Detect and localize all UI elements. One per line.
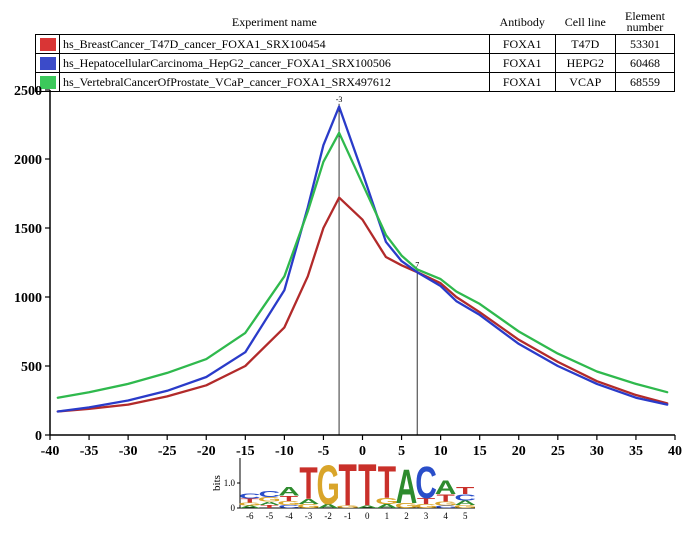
svg-text:T: T	[358, 453, 377, 518]
svg-text:20: 20	[512, 444, 526, 459]
svg-text:C: C	[259, 489, 281, 499]
header-ab: Antibody	[489, 10, 555, 35]
svg-text:-35: -35	[80, 444, 99, 459]
sequence-logo: 01.0bits-6AGTC-5TAGC-4CGTA-3GAT-2AG-1GT0…	[210, 453, 480, 523]
cell-num: 60468	[615, 54, 674, 73]
svg-text:T: T	[299, 459, 317, 510]
svg-text:40: 40	[668, 444, 682, 459]
svg-text:T: T	[339, 453, 358, 518]
svg-text:1.0: 1.0	[224, 478, 236, 488]
svg-text:T: T	[378, 458, 396, 509]
svg-text:A: A	[278, 484, 300, 498]
cell-exp: hs_BreastCancer_T47D_cancer_FOXA1_SRX100…	[60, 35, 490, 54]
svg-text:-25: -25	[158, 444, 177, 459]
cell-num: 53301	[615, 35, 674, 54]
cell-cl: T47D	[555, 35, 615, 54]
svg-text:-3: -3	[305, 511, 313, 521]
header-cl: Cell line	[555, 10, 615, 35]
svg-text:30: 30	[590, 444, 604, 459]
svg-text:-40: -40	[41, 444, 60, 459]
svg-text:0: 0	[231, 503, 236, 513]
svg-text:bits: bits	[211, 475, 223, 491]
cell-exp: hs_HepatocellularCarcinoma_HepG2_cancer_…	[60, 54, 490, 73]
swatch-icon	[40, 57, 56, 70]
line-chart: -40-35-30-25-20-15-10-505101520253035400…	[10, 85, 685, 465]
svg-text:-6: -6	[246, 511, 254, 521]
svg-text:35: 35	[629, 444, 643, 459]
svg-text:1500: 1500	[14, 222, 42, 237]
svg-text:5: 5	[463, 511, 468, 521]
experiment-table: Experiment name Antibody Cell line Eleme…	[35, 10, 675, 92]
svg-text:A: A	[435, 478, 457, 499]
svg-text:-30: -30	[119, 444, 138, 459]
cell-ab: FOXA1	[489, 35, 555, 54]
svg-text:-5: -5	[266, 511, 274, 521]
table-row: hs_BreastCancer_T47D_cancer_FOXA1_SRX100…	[36, 35, 675, 54]
svg-text:-3: -3	[336, 95, 343, 104]
svg-text:0: 0	[35, 429, 42, 444]
swatch-icon	[40, 38, 56, 51]
svg-text:500: 500	[21, 360, 42, 375]
cell-ab: FOXA1	[489, 54, 555, 73]
svg-text:4: 4	[443, 511, 448, 521]
table-row: hs_HepatocellularCarcinoma_HepG2_cancer_…	[36, 54, 675, 73]
svg-text:2000: 2000	[14, 153, 42, 168]
svg-text:2500: 2500	[14, 85, 42, 99]
svg-text:-4: -4	[285, 511, 293, 521]
svg-text:25: 25	[551, 444, 565, 459]
table-header-row: Experiment name Antibody Cell line Eleme…	[36, 10, 675, 35]
svg-text:1: 1	[385, 511, 390, 521]
svg-text:1000: 1000	[14, 291, 42, 306]
cell-cl: HEPG2	[555, 54, 615, 73]
svg-text:3: 3	[424, 511, 429, 521]
svg-text:T: T	[456, 485, 475, 497]
header-exp: Experiment name	[60, 10, 490, 35]
header-num: Elementnumber	[615, 10, 674, 35]
